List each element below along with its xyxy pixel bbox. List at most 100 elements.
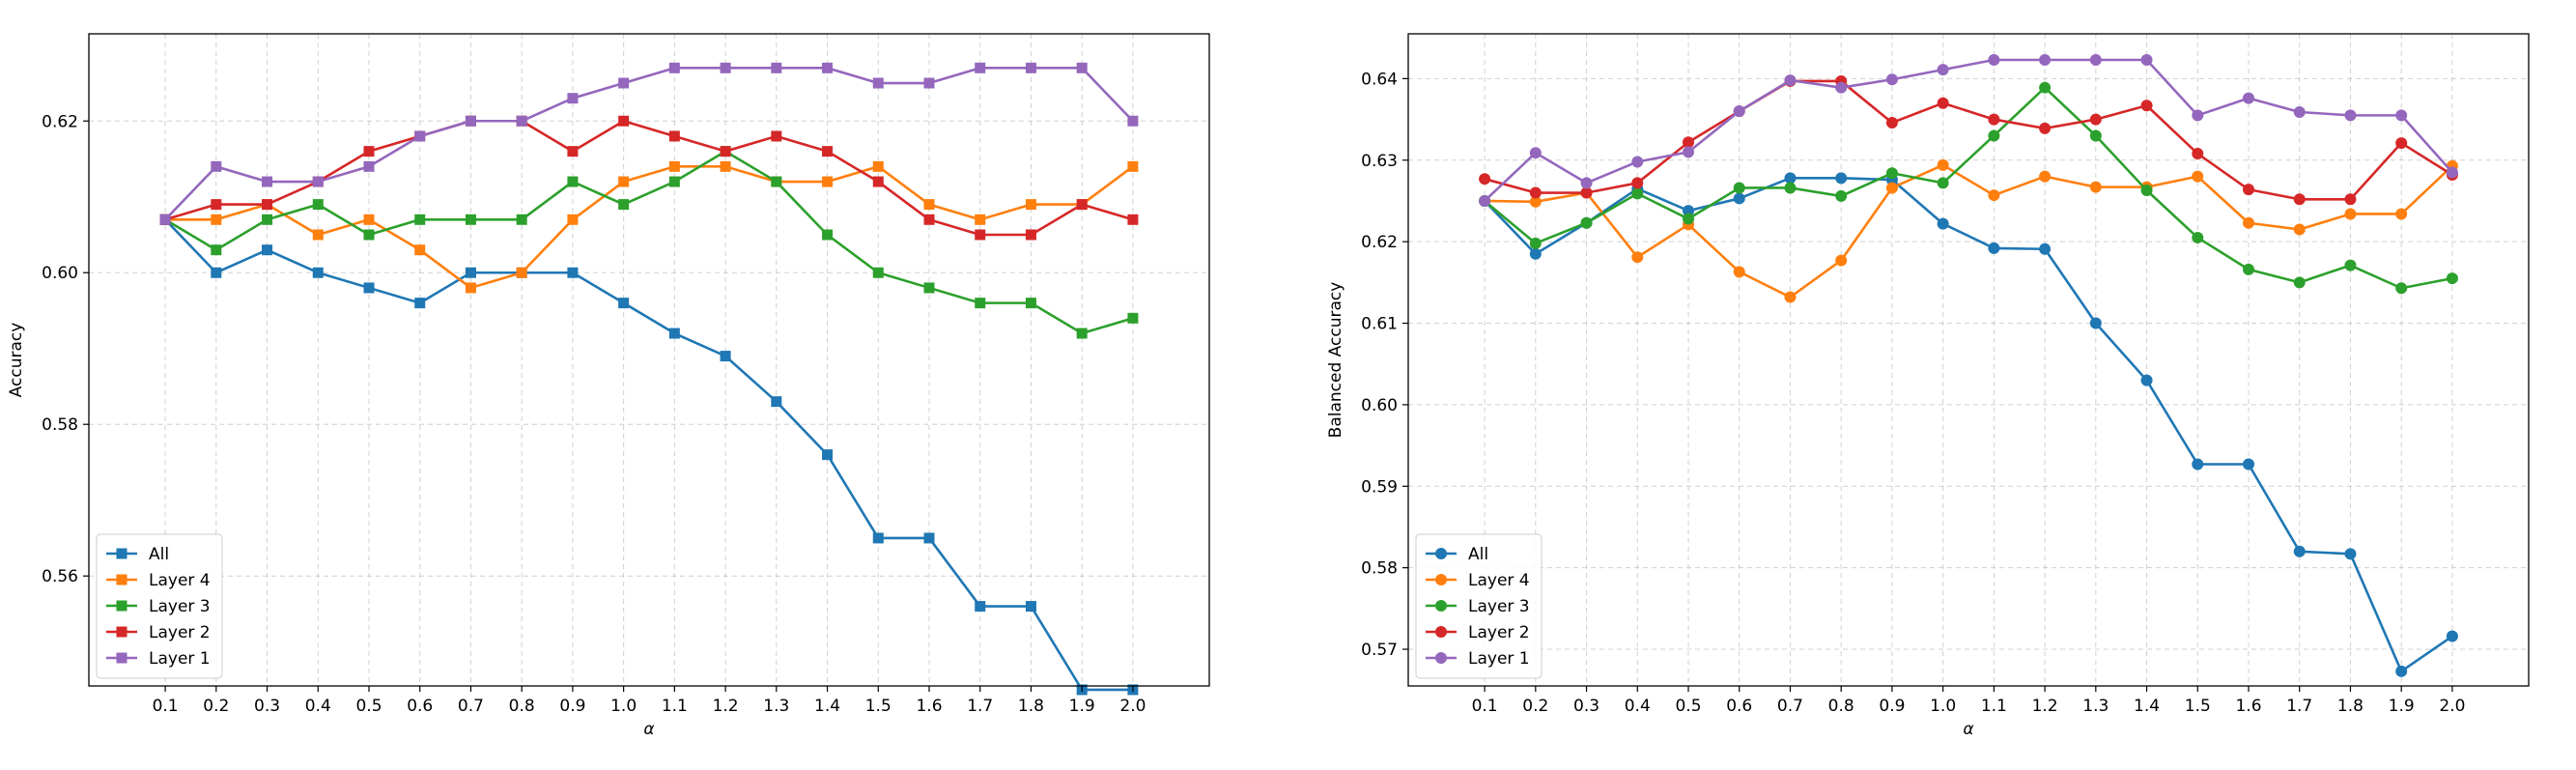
- data-point: [262, 214, 273, 225]
- data-point: [363, 160, 375, 172]
- data-point: [1479, 173, 1491, 185]
- y-tick-label: 0.58: [42, 415, 78, 435]
- data-point: [1835, 172, 1848, 185]
- data-point: [465, 115, 476, 127]
- data-point: [1479, 194, 1491, 207]
- data-point: [1988, 242, 2000, 254]
- data-point: [516, 267, 527, 278]
- legend-label: Layer 1: [1468, 649, 1530, 669]
- data-point: [1076, 328, 1088, 339]
- legend-item: Layer 4: [106, 571, 211, 590]
- data-point: [211, 214, 222, 225]
- legend-label: Layer 2: [1468, 623, 1530, 642]
- legend-label: All: [1468, 545, 1488, 564]
- data-point: [720, 62, 731, 73]
- data-point: [414, 244, 426, 256]
- legend-label: Layer 1: [149, 649, 211, 669]
- data-point: [2446, 272, 2458, 285]
- data-point: [1784, 182, 1797, 194]
- data-point: [975, 298, 986, 309]
- data-point: [516, 115, 527, 127]
- data-point: [312, 267, 324, 278]
- data-point: [618, 298, 630, 309]
- data-point: [2140, 100, 2153, 112]
- x-tick-label: 0.5: [355, 697, 382, 716]
- data-point: [2395, 208, 2408, 220]
- legend-label: Layer 4: [149, 571, 211, 590]
- chart0-series-layer-1: [159, 62, 1139, 225]
- y-tick-label: 0.57: [1361, 641, 1398, 660]
- data-point: [1631, 251, 1644, 264]
- balanced-accuracy-chart: 0.1 0.2 0.3 0.4 0.5 0.6 0.7 0.8 0.9 1.0 1.1 1.2 1.3 1…: [1326, 33, 2530, 739]
- data-point: [2140, 54, 2153, 66]
- x-tick-label: 1.3: [2082, 697, 2109, 716]
- data-point: [822, 146, 834, 157]
- x-tick-label: 0.4: [305, 697, 331, 716]
- data-point: [312, 199, 324, 211]
- chart1-series-layer-3: [1479, 81, 2458, 295]
- data-point: [465, 282, 476, 294]
- data-point: [668, 160, 680, 172]
- legend-box: [96, 533, 223, 679]
- x-tick-label: 1.4: [814, 697, 840, 716]
- data-point: [1733, 182, 1745, 194]
- x-tick-label: 1.2: [713, 697, 739, 716]
- data-point: [771, 396, 782, 408]
- y-tick-label: 0.60: [1361, 396, 1398, 415]
- data-point: [771, 62, 782, 73]
- series-line: [1484, 58, 2453, 202]
- data-point: [2446, 630, 2458, 642]
- chart0-series-all: [159, 214, 1139, 696]
- data-point: [211, 160, 222, 172]
- legend-item: Layer 3: [106, 597, 211, 616]
- data-point: [2395, 665, 2408, 677]
- data-point: [2293, 193, 2306, 206]
- series-line: [164, 218, 1133, 692]
- x-tick-label: 0.7: [458, 697, 484, 716]
- chart1-series-layer-1: [1479, 54, 2458, 207]
- data-point: [2395, 109, 2408, 122]
- data-point: [414, 130, 426, 142]
- data-point: [567, 267, 579, 278]
- y-tick-label: 0.61: [1361, 315, 1398, 334]
- data-point: [923, 214, 935, 225]
- x-tick-label: 1.7: [967, 697, 993, 716]
- data-point: [1631, 177, 1644, 189]
- data-point: [1580, 177, 1593, 189]
- data-point: [2140, 185, 2153, 196]
- y-tick-label: 0.62: [42, 112, 78, 131]
- x-tick-label: 1.1: [1981, 697, 2007, 716]
- data-point: [1076, 62, 1088, 73]
- data-point: [1025, 298, 1036, 309]
- data-point: [1733, 192, 1745, 205]
- data-point: [1988, 113, 2000, 126]
- data-point: [822, 449, 834, 461]
- data-point: [2243, 184, 2254, 196]
- data-point: [159, 214, 171, 225]
- data-point: [1529, 147, 1542, 159]
- data-point: [2039, 170, 2052, 183]
- data-point: [1127, 312, 1139, 324]
- x-tick-label: 1.5: [2185, 697, 2211, 716]
- data-point: [1025, 62, 1036, 73]
- chart1-series-all: [1479, 172, 2458, 677]
- y-tick-label: 0.60: [42, 264, 78, 283]
- data-point: [1885, 116, 1898, 128]
- data-point: [2192, 231, 2204, 243]
- x-tick-label: 0.8: [1828, 697, 1854, 716]
- chart1-y-axis-label: Balanced Accuracy: [1326, 282, 1345, 439]
- x-tick-label: 0.9: [1879, 697, 1905, 716]
- data-point: [363, 214, 375, 225]
- data-point: [2089, 129, 2102, 142]
- data-point: [1127, 115, 1139, 127]
- data-point: [312, 176, 324, 187]
- data-point: [567, 146, 579, 157]
- x-tick-label: 1.6: [916, 697, 942, 716]
- data-point: [975, 229, 986, 241]
- data-point: [720, 146, 731, 157]
- x-tick-label: 1.0: [610, 697, 637, 716]
- data-point: [923, 532, 935, 544]
- x-tick-label: 1.8: [1018, 697, 1044, 716]
- data-point: [618, 176, 630, 187]
